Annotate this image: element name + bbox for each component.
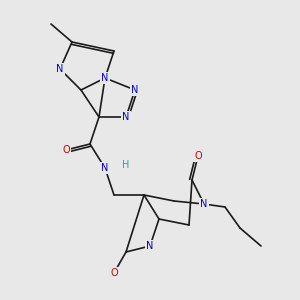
Text: N: N: [200, 199, 208, 209]
Text: N: N: [56, 64, 64, 74]
Text: N: N: [101, 73, 109, 83]
Text: O: O: [62, 145, 70, 155]
Text: N: N: [101, 163, 109, 173]
Text: N: N: [131, 85, 139, 95]
Text: N: N: [146, 241, 154, 251]
Text: O: O: [194, 151, 202, 161]
Text: N: N: [122, 112, 130, 122]
Text: H: H: [122, 160, 130, 170]
Text: O: O: [110, 268, 118, 278]
